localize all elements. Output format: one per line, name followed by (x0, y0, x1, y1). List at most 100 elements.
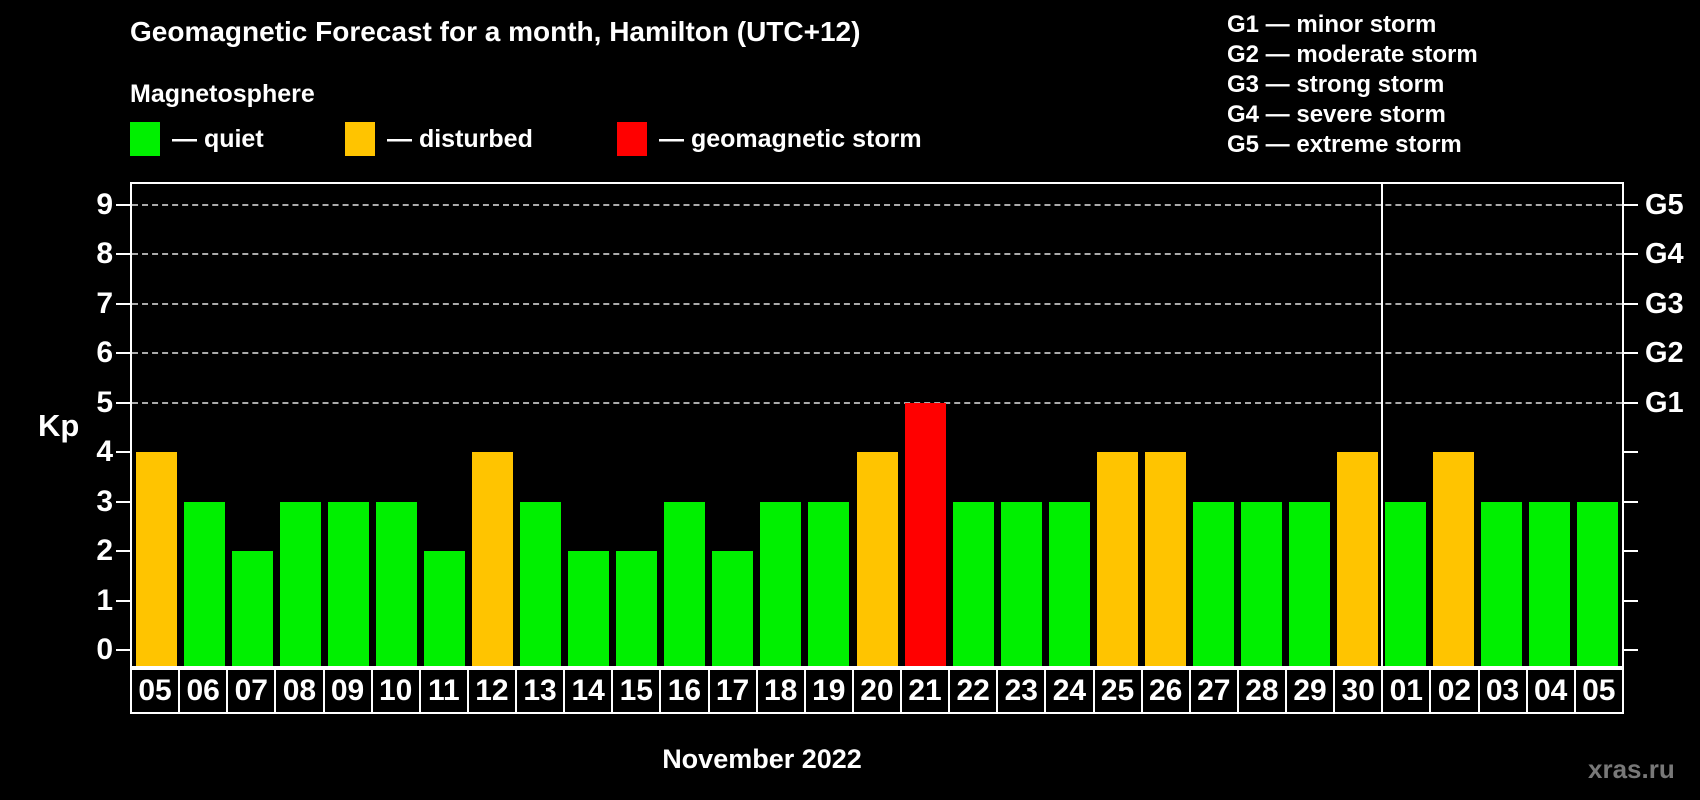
day-label-08: 08 (274, 668, 325, 714)
kp-bar-day-17 (712, 551, 754, 666)
kp-bar-day-16 (664, 501, 706, 666)
right-axis-tick-1 (1624, 599, 1638, 602)
chart-title: Geomagnetic Forecast for a month, Hamilt… (130, 16, 861, 47)
kp-bar-day-15 (616, 551, 658, 666)
y-tick-label-6: 6 (96, 336, 113, 369)
right-axis-tick-4 (1624, 451, 1638, 453)
kp-bar-day-07 (231, 551, 273, 666)
g-scale-legend-line: G5 — extreme storm (1227, 131, 1462, 158)
day-label-06: 06 (178, 668, 229, 714)
day-label-30: 30 (1333, 668, 1384, 714)
y-tick-label-4: 4 (96, 435, 113, 468)
day-label-04: 04 (1525, 668, 1576, 714)
right-axis-tick-9 (1624, 203, 1638, 206)
kp-bar-day-25 (1096, 452, 1138, 666)
day-label-19: 19 (803, 668, 854, 714)
y-axis-tick-8 (116, 253, 130, 255)
kp-bar-day-04 (1529, 501, 1571, 666)
day-label-24: 24 (1044, 668, 1095, 714)
kp-bar-day-19 (808, 501, 850, 666)
right-axis-tick-6 (1624, 352, 1638, 354)
x-axis-day-labels: 05 06 07 08 09 10 11 12 13 14 15 16 17 18 19 20 21 22 23 24… (130, 668, 1624, 714)
day-label-26: 26 (1140, 668, 1191, 714)
gridline-kp9 (132, 203, 1622, 206)
kp-bar-day-10 (375, 501, 417, 666)
kp-bar-day-26 (1144, 452, 1186, 666)
day-label-14: 14 (563, 668, 614, 714)
y-tick-label-9: 9 (96, 187, 113, 221)
day-label-29: 29 (1285, 668, 1336, 714)
right-axis-tick-5 (1624, 401, 1638, 404)
day-label-09: 09 (322, 668, 373, 714)
quiet-legend-label: — quiet (172, 125, 264, 153)
gridline-kp8 (132, 253, 1622, 255)
y-axis-tick-0 (116, 649, 130, 651)
g-scale-legend: G1 — minor storm G2 — moderate storm G3 — … (1227, 10, 1478, 160)
day-label-05: 05 (1573, 668, 1624, 714)
kp-bar-day-27 (1192, 501, 1234, 666)
y-axis-tick-1 (116, 599, 130, 602)
kp-bar-day-23 (1000, 501, 1042, 666)
watermark-text: xras.ru (1588, 754, 1675, 784)
gridline-kp7 (132, 302, 1622, 305)
day-label-25: 25 (1092, 668, 1143, 714)
right-axis-tick-8 (1624, 253, 1638, 255)
day-label-02: 02 (1429, 668, 1480, 714)
gridline-kp5 (132, 401, 1622, 404)
g-scale-legend-line: G3 — strong storm (1227, 71, 1445, 98)
y-axis-tick-5 (116, 401, 130, 404)
g-tick-label-G3: G3 (1645, 287, 1684, 320)
kp-bar-day-09 (327, 501, 369, 666)
y-tick-label-7: 7 (96, 286, 113, 320)
day-label-07: 07 (226, 668, 277, 714)
day-label-03: 03 (1477, 668, 1528, 714)
kp-bar-day-06 (183, 501, 225, 666)
gridline-kp6 (132, 352, 1622, 354)
day-label-05: 05 (130, 668, 181, 714)
day-label-16: 16 (659, 668, 710, 714)
kp-bar-day-30 (1337, 452, 1379, 666)
y-axis-tick-7 (116, 302, 130, 305)
right-axis-tick-7 (1624, 302, 1638, 305)
day-label-27: 27 (1188, 668, 1239, 714)
kp-bar-day-05 (135, 452, 177, 666)
y-axis-label: Kp (38, 408, 80, 443)
kp-bar-day-21 (904, 402, 946, 666)
x-axis-title: November 2022 (662, 744, 862, 774)
day-label-01: 01 (1381, 668, 1432, 714)
plot-area (130, 182, 1624, 668)
kp-bar-day-11 (423, 551, 465, 666)
day-label-17: 17 (707, 668, 758, 714)
g-scale-legend-line: G1 — minor storm (1227, 11, 1437, 38)
kp-bar-day-14 (568, 551, 610, 666)
kp-bar-day-02 (1433, 452, 1475, 666)
day-label-13: 13 (515, 668, 566, 714)
kp-bar-day-01 (1385, 501, 1427, 666)
disturbed-legend-swatch (345, 122, 375, 156)
g-tick-label-G4: G4 (1645, 238, 1684, 270)
y-tick-label-1: 1 (96, 583, 113, 617)
kp-bar-day-24 (1048, 501, 1090, 666)
day-label-23: 23 (996, 668, 1047, 714)
kp-bar-day-22 (952, 501, 994, 666)
kp-bar-day-08 (279, 501, 321, 666)
day-label-15: 15 (611, 668, 662, 714)
day-label-10: 10 (370, 668, 421, 714)
storm-legend-swatch (617, 122, 647, 156)
day-label-18: 18 (755, 668, 806, 714)
y-axis-tick-3 (116, 500, 130, 503)
y-axis-tick-2 (116, 550, 130, 552)
quiet-legend-swatch (130, 122, 160, 156)
disturbed-legend-label: — disturbed (387, 125, 533, 153)
right-axis-tick-3 (1624, 500, 1638, 503)
day-label-20: 20 (851, 668, 902, 714)
g-scale-legend-line: G4 — severe storm (1227, 101, 1446, 128)
y-tick-label-2: 2 (96, 534, 113, 567)
y-axis-tick-9 (116, 203, 130, 206)
g-tick-label-G5: G5 (1645, 188, 1684, 221)
y-axis-tick-4 (116, 451, 130, 453)
kp-bar-day-12 (471, 452, 513, 666)
y-tick-label-5: 5 (96, 385, 113, 419)
kp-bar-day-13 (520, 501, 562, 666)
